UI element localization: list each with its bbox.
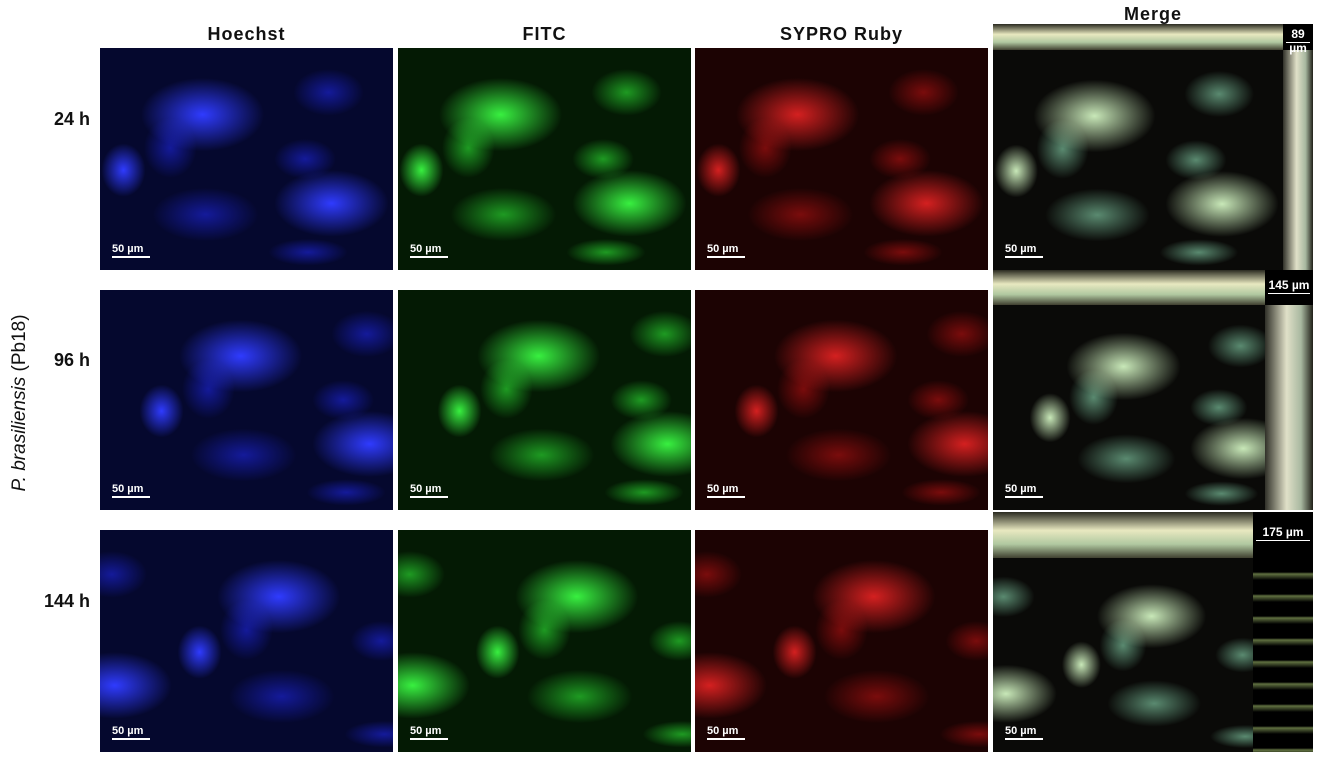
micrograph: 50 µm (398, 290, 691, 510)
species: P. brasiliensis (9, 376, 30, 492)
scale-bar: 50 µm (707, 725, 745, 740)
row-label: 24 h (53, 109, 90, 129)
yz-projection (1265, 305, 1313, 510)
depth-arrow (1256, 540, 1310, 541)
yz-projection (1253, 558, 1313, 752)
row-label: 144 h (43, 591, 90, 611)
depth-box: 175 µm (1253, 512, 1313, 558)
xz-projection (993, 270, 1265, 305)
scale-bar: 50 µm (112, 725, 150, 740)
scale-bar: 50 µm (410, 725, 448, 740)
micrograph: 50 µm (398, 48, 691, 270)
yz-projection (1283, 50, 1313, 270)
scale-bar: 50 µm (707, 243, 745, 258)
micrograph: 50 µm (100, 48, 393, 270)
scale-bar: 50 µm (1005, 725, 1043, 740)
micrograph: 50 µm (993, 305, 1265, 510)
column-header: Hoechst (207, 24, 286, 44)
micrograph: 50 µm (398, 530, 691, 752)
depth-label: 145 µm (1268, 277, 1310, 292)
depth-box: 145 µm (1265, 270, 1313, 305)
depth-arrow (1268, 292, 1310, 294)
micrograph: 50 µm (100, 290, 393, 510)
column-header: SYPRO Ruby (779, 24, 904, 44)
scale-bar: 50 µm (1005, 483, 1043, 498)
depth-box: 89 µm (1283, 24, 1313, 55)
xz-projection (993, 512, 1253, 558)
micrograph: 50 µm (695, 48, 988, 270)
micrograph: 50 µm (100, 530, 393, 752)
scale-bar: 50 µm (1005, 243, 1043, 258)
scale-bar: 50 µm (707, 483, 745, 498)
micrograph: 50 µm (695, 530, 988, 752)
scale-bar: 50 µm (112, 483, 150, 498)
xz-projection (993, 24, 1283, 50)
scale-bar: 50 µm (410, 483, 448, 498)
micrograph: 50 µm (695, 290, 988, 510)
side-label: P. brasiliensis (Pb18) (9, 293, 31, 513)
column-header: Merge (1123, 4, 1182, 24)
depth-arrow (1286, 42, 1310, 43)
row-label: 96 h (53, 350, 90, 370)
scale-bar: 50 µm (112, 243, 150, 258)
micrograph: 50 µm (993, 558, 1253, 752)
depth-label: 175 µm (1262, 525, 1304, 539)
depth-label: 89 µm (1289, 27, 1307, 55)
column-header: FITC (522, 24, 567, 44)
micrograph: 50 µm (993, 50, 1283, 270)
scale-bar: 50 µm (410, 243, 448, 258)
